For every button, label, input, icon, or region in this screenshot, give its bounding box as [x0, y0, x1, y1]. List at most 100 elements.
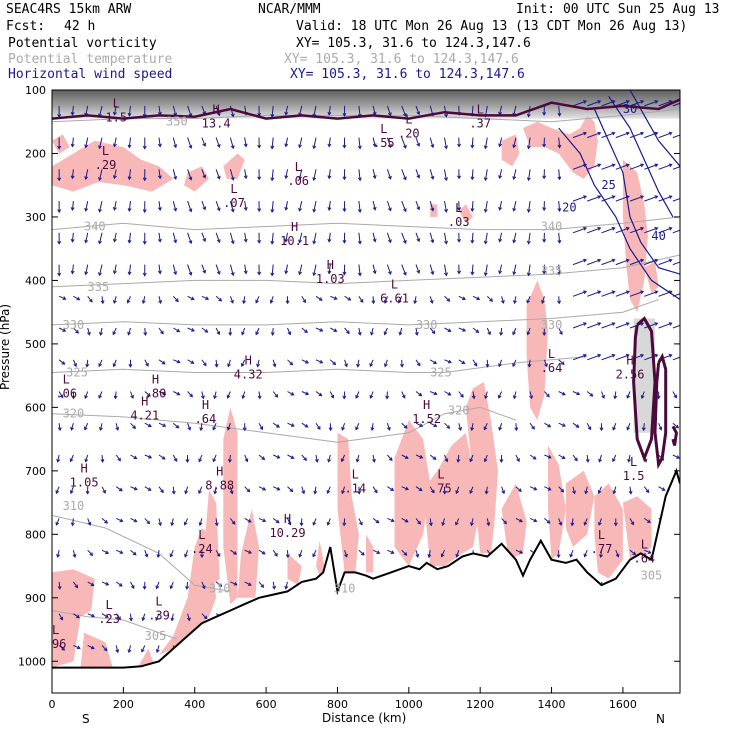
wind-vector-636 — [344, 550, 348, 557]
wind-arrowhead-483 — [658, 426, 663, 431]
wind-vector-433 — [586, 391, 593, 397]
wind-arrowhead-389 — [583, 353, 588, 358]
wind-vector-82 — [601, 132, 615, 139]
pv-extremum-value-10: 1.03 — [316, 272, 345, 286]
wind-arrowhead-540 — [213, 490, 218, 495]
wind-vector-287 — [384, 296, 388, 304]
wind-vector-186 — [201, 232, 206, 242]
wind-arrowhead-514 — [469, 458, 474, 463]
wind-vector-56 — [229, 137, 234, 149]
wind-vector-436 — [626, 391, 631, 399]
wind-vector-401 — [130, 391, 134, 399]
wind-vector-183 — [158, 232, 161, 242]
wind-vector-434 — [601, 391, 605, 399]
wind-vector-440 — [58, 423, 61, 431]
wind-vector-514 — [484, 454, 488, 462]
wind-vector-591 — [327, 518, 331, 526]
wind-arrowhead-287 — [371, 300, 376, 305]
x-tick-label-7: 1400 — [538, 698, 566, 711]
wind-vector-714 — [201, 613, 208, 619]
wind-vector-124 — [572, 164, 587, 170]
wind-vector-414 — [315, 391, 322, 397]
wind-arrowhead-109 — [342, 176, 347, 181]
wind-arrowhead-143 — [202, 206, 207, 211]
wind-arrowhead-670 — [185, 585, 190, 590]
wind-vector-524 — [628, 454, 631, 462]
wind-arrowhead-104 — [270, 177, 275, 182]
wind-vector-664 — [115, 581, 123, 587]
wind-vector-596 — [401, 517, 409, 523]
wind-arrowhead-705 — [59, 616, 64, 621]
wind-vector-367 — [272, 359, 276, 367]
wind-arrowhead-343 — [542, 332, 547, 336]
wind-arrowhead-24 — [387, 112, 392, 117]
wind-arrowhead-132 — [683, 164, 686, 167]
wind-vector-506 — [372, 454, 375, 462]
y-tick-label-1: 200 — [25, 147, 46, 160]
pv-extremum-value-30: .39 — [148, 609, 170, 623]
wind-arrowhead-639 — [376, 550, 381, 554]
wind-vector-250 — [484, 264, 488, 276]
wind-arrowhead-66 — [357, 145, 362, 150]
wind-vector-511 — [444, 454, 448, 462]
wind-vector-170 — [601, 195, 615, 202]
wind-vector-168 — [572, 195, 587, 202]
wind-arrowhead-624 — [156, 554, 161, 559]
wind-vector-48 — [113, 137, 117, 147]
wind-arrowhead-17 — [284, 111, 289, 116]
wind-arrowhead-2 — [70, 111, 75, 116]
wind-arrowhead-593 — [342, 522, 347, 527]
wind-arrowhead-230 — [188, 271, 193, 276]
wind-vector-92 — [113, 169, 117, 179]
wind-vector-521 — [586, 454, 589, 462]
theta-label-15: 310 — [334, 581, 356, 595]
wind-vector-422 — [430, 391, 437, 395]
wind-arrowhead-150 — [298, 207, 302, 212]
wind-vector-313 — [127, 327, 131, 335]
wind-vector-366 — [257, 359, 260, 367]
wind-arrowhead-671 — [201, 585, 206, 590]
wind-arrowhead-640 — [390, 550, 395, 554]
wind-arrowhead-313 — [112, 331, 117, 336]
wind-vector-57 — [244, 137, 247, 147]
pv-region-24 — [223, 153, 245, 179]
wind-vector-2 — [85, 105, 89, 116]
wind-arrowhead-236 — [270, 272, 275, 277]
wind-arrowhead-453 — [226, 426, 231, 431]
wind-vector-480 — [626, 423, 631, 430]
wind-vector-576 — [115, 517, 123, 522]
wind-vector-255 — [558, 264, 561, 275]
wind-vector-590 — [312, 518, 317, 526]
wind-vector-545 — [301, 486, 305, 494]
wind-arrowhead-63 — [312, 145, 317, 150]
wind-vector-158 — [429, 200, 434, 211]
wind-vector-221 — [71, 264, 74, 274]
wind-arrowhead-465 — [403, 424, 408, 429]
wind-vector-494 — [198, 454, 203, 462]
y-tick-label-0: 100 — [25, 84, 46, 97]
wind-arrowhead-238 — [298, 271, 302, 276]
wind-arrowhead-519 — [547, 455, 552, 459]
wind-arrowhead-632 — [274, 552, 278, 557]
wind-vector-655 — [615, 550, 619, 557]
wind-vector-620 — [115, 549, 123, 554]
wind-vector-501 — [301, 454, 307, 461]
wind-arrowhead-85 — [640, 131, 645, 136]
wind-vector-586 — [258, 517, 266, 522]
wind-arrowhead-547 — [313, 490, 318, 495]
wind-arrowhead-122 — [526, 177, 531, 182]
wind-vector-544 — [287, 486, 293, 492]
wind-arrowhead-198 — [357, 240, 362, 245]
wind-vector-315 — [158, 327, 164, 334]
wind-arrowhead-320 — [216, 331, 221, 336]
wind-vector-500 — [287, 454, 294, 459]
wind-vector-663 — [101, 581, 109, 586]
wind-vector-76 — [513, 137, 517, 148]
model-title: SEAC4RS 15km ARW — [6, 2, 132, 17]
wind-label-2: 20 — [562, 200, 576, 214]
wind-vector-167 — [558, 201, 561, 212]
wind-vector-133 — [71, 201, 74, 211]
wind-vector-704 — [58, 613, 63, 621]
wind-vector-753 — [128, 645, 131, 653]
wind-vector-559 — [501, 486, 505, 494]
